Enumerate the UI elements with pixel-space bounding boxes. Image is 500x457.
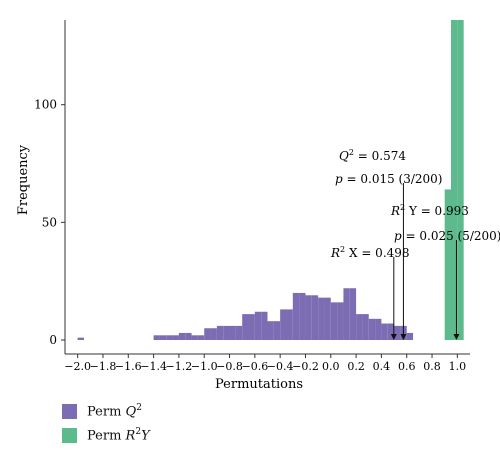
perm-q2-bar: [185, 332, 192, 340]
x-tick-label: 0.4: [373, 360, 391, 373]
legend-item-perm-q2: Perm Q2: [62, 403, 142, 419]
perm-q2-bar: [248, 314, 255, 340]
perm-q2-bar: [311, 295, 319, 340]
x-tick-label: 0.8: [423, 360, 441, 373]
perm-q2-bar: [273, 321, 281, 340]
y-tick-label: 50: [42, 215, 57, 229]
annotation-p-r2y: p = 0.025 (5/200): [394, 229, 500, 243]
x-tick-label: 0.0: [322, 360, 340, 373]
perm-q2-bar: [324, 297, 331, 340]
perm-q2-bar: [381, 323, 388, 340]
x-tick-label: −0.2: [292, 360, 319, 373]
annotation-p-q2: p = 0.015 (3/200): [335, 172, 442, 186]
x-tick-label: 1.0: [449, 360, 467, 373]
perm-q2-bar: [216, 325, 224, 340]
perm-q2-bar: [191, 335, 198, 340]
perm-q2-bar: [210, 328, 217, 340]
legend-swatch-perm-q2: [62, 403, 77, 419]
legend-item-perm-r2y: Perm R2Y: [62, 427, 150, 443]
y-tick-label: 100: [34, 98, 57, 112]
perm-q2-bar: [330, 302, 338, 340]
perm-q2-bar: [197, 335, 205, 340]
legend-label-perm-r2y: Perm R2Y: [87, 427, 150, 444]
perm-q2-bar: [286, 309, 293, 340]
perm-q2-bar: [337, 302, 344, 340]
perm-q2-bar: [292, 292, 300, 340]
x-tick-label: −2.0: [64, 360, 91, 373]
x-tick-label: −1.8: [90, 360, 117, 373]
perm-q2-bar: [305, 295, 312, 340]
perm-q2-bar: [159, 335, 167, 340]
legend-label-perm-q2: Perm Q2: [87, 403, 142, 420]
perm-q2-bar: [375, 318, 382, 340]
perm-q2-bar: [343, 288, 350, 340]
perm-q2-bar: [153, 335, 160, 340]
x-tick-label: −1.4: [140, 360, 167, 373]
x-tick-label: −0.4: [267, 360, 294, 373]
perm-r2y-bar: [457, 20, 464, 340]
perm-q2-bar: [394, 325, 401, 340]
x-tick-label: −0.8: [216, 360, 243, 373]
annotation-label-r2x: R2 X = 0.498: [330, 245, 410, 260]
x-tick-label: −1.0: [191, 360, 218, 373]
perm-q2-bar: [368, 318, 376, 340]
perm-q2-bar: [267, 321, 274, 340]
perm-q2-bar: [204, 328, 211, 340]
perm-r2y-bars: [444, 20, 464, 340]
annotations: Q2 = 0.574 p = 0.015 (3/200) R2 Y = 0.993 p…: [330, 148, 500, 340]
x-tick-label: 0.6: [398, 360, 416, 373]
perm-q2-bar: [254, 311, 262, 340]
x-tick-label: −0.6: [241, 360, 268, 373]
perm-q2-bar: [229, 325, 236, 340]
perm-q2-bar: [172, 335, 179, 340]
perm-q2-bar: [166, 335, 173, 340]
perm-q2-bar: [261, 311, 268, 340]
perm-q2-bar: [235, 325, 243, 340]
perm-q2-bar: [77, 337, 84, 340]
annotation-label-r2y: R2 Y = 0.993: [390, 203, 469, 218]
perm-q2-bar: [387, 323, 395, 340]
perm-q2-bar: [406, 332, 414, 340]
y-axis-ticks: 0 50 100: [34, 98, 65, 347]
x-tick-label: −1.2: [166, 360, 193, 373]
legend-swatch-perm-r2y: [62, 427, 77, 443]
y-axis-label: Frequency: [16, 144, 31, 215]
x-axis-label: Permutations: [215, 377, 303, 392]
perm-q2-bar: [362, 314, 369, 340]
perm-q2-bars: [77, 288, 414, 340]
x-axis-ticks: −2.0−1.8−1.6−1.4−1.2−1.0−0.8−0.6−0.4−0.2…: [64, 354, 466, 373]
annotation-label-q2: Q2 = 0.574: [339, 148, 406, 163]
perm-r2y-bar: [444, 189, 452, 340]
x-tick-label: 0.2: [347, 360, 365, 373]
perm-q2-bar: [280, 309, 287, 340]
x-tick-label: −1.6: [115, 360, 142, 373]
perm-q2-bar: [356, 314, 363, 340]
y-tick-label: 0: [49, 333, 57, 347]
perm-r2y-bar: [451, 20, 458, 340]
perm-q2-bar: [242, 314, 249, 340]
perm-q2-bar: [318, 297, 325, 340]
perm-q2-bar: [299, 292, 306, 340]
perm-q2-bar: [178, 332, 186, 340]
perm-q2-bar: [223, 325, 230, 340]
perm-q2-bar: [349, 288, 357, 340]
